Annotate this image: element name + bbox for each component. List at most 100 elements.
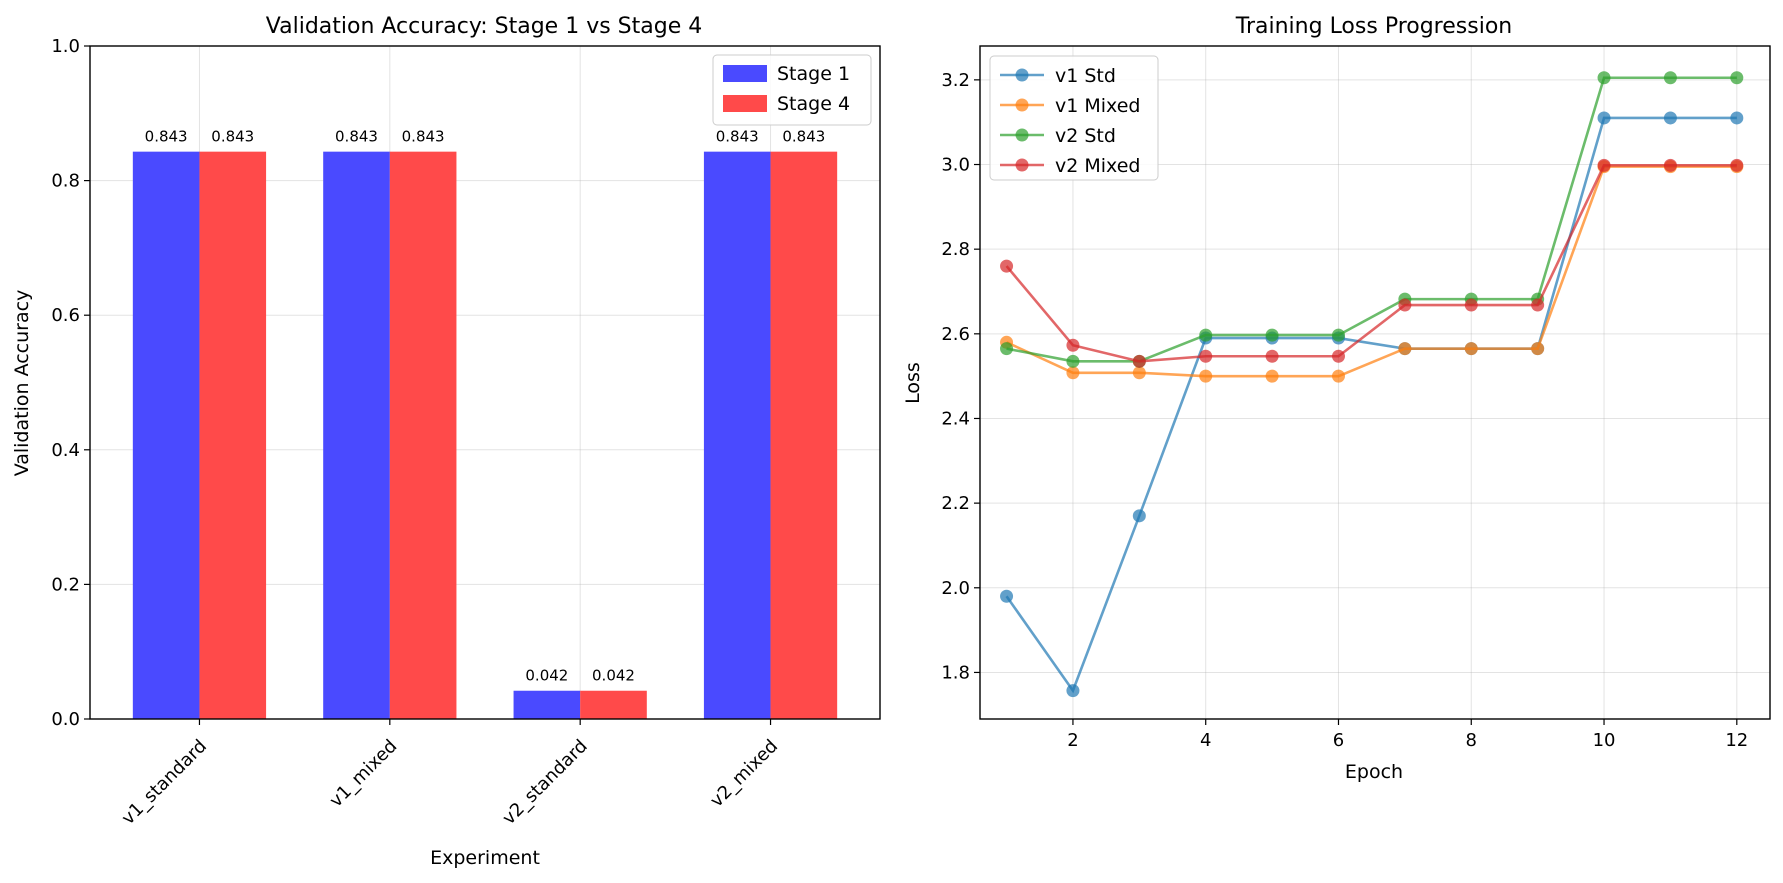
- line-chart-x-tick-label: 12: [1725, 730, 1748, 751]
- bar-stage-1-v2_standard: [513, 690, 581, 719]
- bar-chart-x-tick-label: v2_mixed: [706, 736, 782, 812]
- legend-label: v2 Mixed: [1055, 155, 1140, 177]
- bar-stage-1-v1_standard: [132, 151, 200, 719]
- series-point-v1-mixed: [1199, 369, 1213, 383]
- bar-chart-data-labels: 0.843 0.843 0.042 0.843 0.843 0.843 0.042 0.843: [145, 128, 826, 685]
- line-chart-x-tick-label: 8: [1466, 730, 1477, 751]
- series-point-v2-std: [1066, 354, 1080, 368]
- line-chart-y-tick-label: 2.2: [941, 493, 970, 514]
- line-chart-legend: v1 Std v1 Mixed v2 Std v2 Mixed: [989, 55, 1159, 181]
- series-point-v2-mixed: [1464, 298, 1478, 312]
- series-line-v2-mixed: [1005, 164, 1737, 363]
- line-chart-y-tick-label: 1.8: [941, 662, 970, 683]
- bar-chart-panel: Validation Accuracy: Stage 1 vs Stage 4 …: [11, 14, 881, 869]
- series-point-v2-std: [1331, 328, 1345, 342]
- series-line-v1-mixed: [1006, 165, 1737, 378]
- bar-chart-legend: Stage 1 Stage 4: [712, 54, 872, 126]
- series-point-v2-mixed: [1730, 158, 1744, 172]
- series-point-v2-std: [1265, 328, 1279, 342]
- bar-chart-y-axis-label: Validation Accuracy: [11, 290, 33, 477]
- bar-data-label: 0.843: [402, 128, 445, 146]
- line-chart-x-tick-label: 4: [1200, 730, 1211, 751]
- bar-stage-4-v1_standard: [199, 151, 267, 719]
- bar-chart-x-tick-label: v1_standard: [118, 736, 211, 829]
- legend-label: Stage 4: [777, 93, 850, 115]
- line-chart-x-tick-label: 2: [1067, 730, 1078, 751]
- legend-swatch-stage-1: [723, 65, 767, 82]
- bar-data-label: 0.843: [716, 128, 759, 146]
- bar-chart-x-tick-label: v1_mixed: [326, 736, 402, 812]
- series-v2-mixed: [1000, 158, 1744, 368]
- bar-stage-4-v2_mixed: [770, 151, 838, 719]
- series-line-v1-std: [1005, 116, 1737, 694]
- bar-chart-y-tick-label: 0.6: [51, 305, 80, 326]
- line-chart-y-tick-label: 3.0: [941, 155, 970, 176]
- line-chart-legend-box: [989, 55, 1159, 181]
- bar-chart-title: Validation Accuracy: Stage 1 vs Stage 4: [266, 14, 702, 39]
- line-chart-x-axis-label: Epoch: [1345, 761, 1403, 783]
- bar-stage-4-v1_mixed: [389, 151, 457, 719]
- series-point-v2-mixed: [1663, 158, 1677, 172]
- line-chart-x-tick-label: 6: [1333, 730, 1344, 751]
- bar-stage-4-v2_standard: [580, 690, 647, 719]
- series-point-v1-mixed: [1265, 369, 1279, 383]
- bar-chart-x-ticks: v1_standard v1_mixed v2_standard v2_mixed: [118, 719, 782, 829]
- bar-data-label: 0.843: [782, 128, 825, 146]
- line-chart-y-tick-label: 2.4: [941, 408, 970, 429]
- bar-data-label: 0.843: [211, 128, 254, 146]
- series-point-v1-std: [1000, 589, 1014, 603]
- series-point-v2-mixed: [1265, 349, 1279, 363]
- legend-label: Stage 1: [777, 63, 850, 85]
- line-chart-y-tick-label: 2.0: [941, 578, 970, 599]
- series-point-v1-mixed: [1531, 342, 1545, 356]
- series-point-v1-mixed: [1464, 342, 1478, 356]
- bar-data-label: 0.843: [335, 128, 378, 146]
- bar-chart-x-axis-label: Experiment: [430, 847, 540, 869]
- series-point-v1-mixed: [1066, 366, 1080, 380]
- bar-chart-bars: [132, 151, 838, 719]
- bar-data-label: 0.843: [145, 128, 188, 146]
- series-point-v2-mixed: [1199, 349, 1213, 363]
- series-v1-mixed: [1000, 160, 1744, 383]
- bar-stage-1-v1_mixed: [323, 151, 390, 719]
- series-point-v2-std: [1597, 71, 1611, 85]
- series-point-v2-mixed: [1398, 298, 1412, 312]
- series-point-v1-std: [1066, 684, 1080, 698]
- legend-marker-v2-mixed: [1015, 158, 1029, 172]
- bar-data-label: 0.042: [525, 667, 568, 685]
- line-chart-y-axis-label: Loss: [902, 362, 924, 404]
- bar-stage-1-v2_mixed: [703, 151, 771, 719]
- line-chart-series: [1000, 71, 1744, 698]
- series-point-v2-mixed: [1531, 298, 1545, 312]
- bar-chart-y-tick-label: 0.2: [51, 574, 80, 595]
- bar-chart-y-tick-label: 1.0: [51, 36, 80, 57]
- line-chart-x-ticks: 2 4 6 8 10 12: [1067, 719, 1748, 751]
- series-v1-std: [1000, 111, 1744, 698]
- series-point-v2-mixed: [1066, 338, 1080, 352]
- series-point-v2-mixed: [1597, 158, 1611, 172]
- series-point-v1-mixed: [1331, 369, 1345, 383]
- legend-marker-v1-std: [1015, 68, 1029, 82]
- series-point-v1-mixed: [1398, 342, 1412, 356]
- series-point-v2-mixed: [1000, 259, 1014, 273]
- series-point-v1-mixed: [1132, 366, 1146, 380]
- series-point-v2-mixed: [1132, 354, 1146, 368]
- series-point-v2-std: [1663, 71, 1677, 85]
- series-point-v2-std: [1730, 71, 1744, 85]
- line-chart-y-tick-label: 3.2: [941, 70, 970, 91]
- series-point-v1-std: [1132, 509, 1146, 523]
- line-chart-title: Training Loss Progression: [1235, 14, 1512, 39]
- line-chart-frame: [979, 45, 1771, 720]
- bar-chart-frame: [89, 45, 881, 720]
- series-point-v1-std: [1663, 111, 1677, 125]
- series-point-v1-std: [1597, 111, 1611, 125]
- legend-marker-v2-std: [1015, 128, 1029, 142]
- line-chart-y-tick-label: 2.6: [941, 324, 970, 345]
- bar-data-label: 0.042: [592, 667, 635, 685]
- line-chart-y-tick-label: 2.8: [941, 239, 970, 260]
- line-chart-y-ticks: 1.8 2.0 2.2 2.4 2.6 2.8 3.0 3.2: [941, 70, 980, 683]
- legend-label: v1 Std: [1055, 65, 1116, 87]
- bar-chart-x-tick-label: v2_standard: [498, 736, 591, 829]
- bar-chart-y-tick-label: 0.8: [51, 171, 80, 192]
